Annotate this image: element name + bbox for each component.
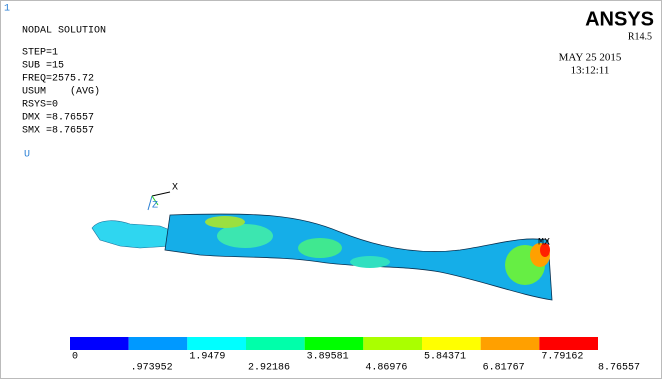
info-line: SMX =8.76557 [22, 126, 94, 137]
result-label: U [24, 150, 30, 161]
release: R14.5 [628, 31, 652, 42]
info-line: DMX =8.76557 [22, 113, 94, 124]
legend-label: 3.89581 [307, 352, 349, 363]
legend-label: 8.76557 [598, 363, 640, 374]
legend-label: 6.81767 [483, 363, 525, 374]
contour-patch [350, 256, 390, 268]
legend-label: 0 [72, 352, 78, 363]
legend-swatch [129, 337, 188, 350]
info-line: FREQ=2575.72 [22, 74, 94, 85]
triad-x: X [172, 183, 178, 194]
result-name: USUM [22, 87, 46, 98]
legend-label: 2.92186 [248, 363, 290, 374]
contour-patch [298, 238, 342, 258]
triad-z: Z [152, 201, 158, 212]
title: NODAL SOLUTION [22, 26, 106, 37]
info-line: RSYS=0 [22, 100, 58, 111]
contour-patch [205, 216, 245, 228]
info-line: SUB =15 [22, 61, 64, 72]
legend-swatch [70, 337, 129, 350]
legend-swatch [363, 337, 422, 350]
legend-swatch [481, 337, 540, 350]
info-line: STEP=1 [22, 48, 58, 59]
legend-label: 4.86976 [365, 363, 407, 374]
product-logo: ANSYS [585, 8, 654, 30]
legend-label: 1.9479 [189, 352, 225, 363]
legend-label: .973952 [131, 363, 173, 374]
date: MAY 25 2015 [559, 52, 622, 64]
legend-swatch [539, 337, 598, 350]
legend-swatch [246, 337, 305, 350]
max-marker: MX [538, 238, 550, 249]
legend-swatch [422, 337, 481, 350]
legend-label: 7.79162 [541, 352, 583, 363]
time: 13:12:11 [571, 65, 610, 77]
window-number: 1 [4, 4, 10, 15]
averaging: (AVG) [70, 86, 100, 98]
legend-label: 5.84371 [424, 352, 466, 363]
legend-swatch [187, 337, 246, 350]
legend-swatch [305, 337, 364, 350]
ansys-screen: 1 NODAL SOLUTION STEP=1 SUB =15 FREQ=257… [0, 0, 662, 379]
